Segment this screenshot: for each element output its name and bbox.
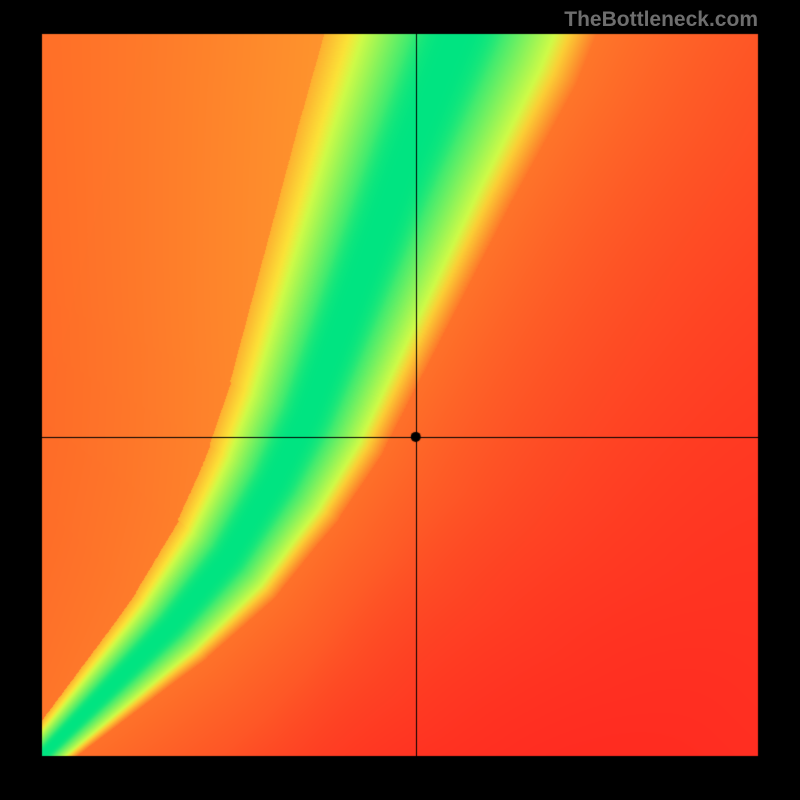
chart-container: TheBottleneck.com bbox=[0, 0, 800, 800]
bottleneck-heatmap bbox=[0, 0, 800, 800]
